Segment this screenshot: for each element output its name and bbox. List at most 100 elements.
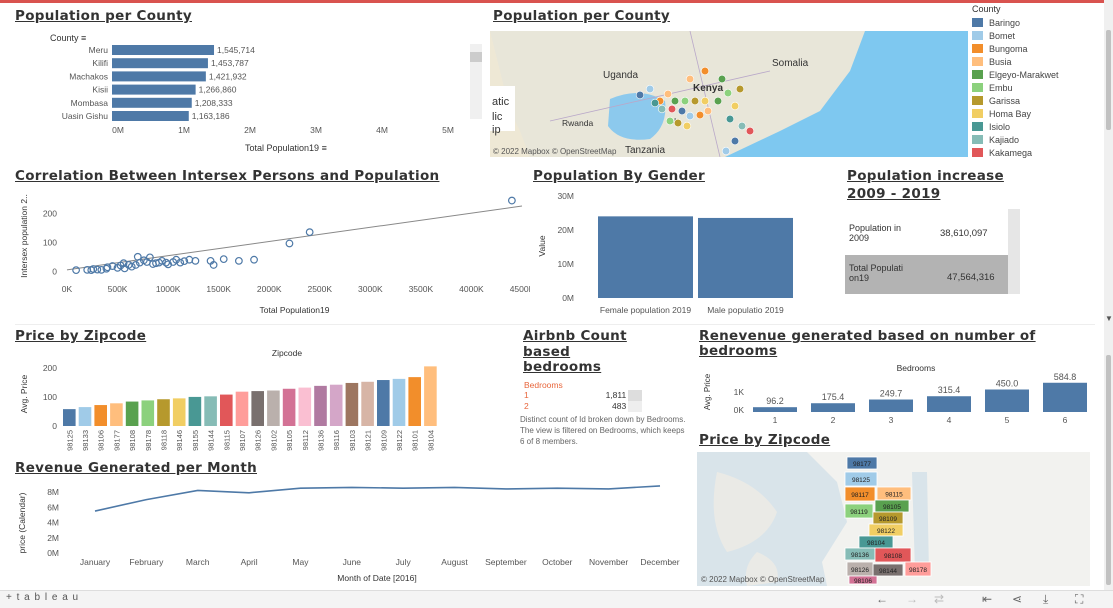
bed-bar[interactable] [985,389,1029,413]
revenue-line[interactable] [94,485,661,512]
zip-bar[interactable] [361,381,374,426]
legend-item[interactable]: Busia [972,55,1097,68]
zip-bar[interactable] [251,391,264,426]
scrollbar-thumb[interactable] [1106,30,1111,130]
county-dot[interactable] [703,106,713,116]
gender-bar[interactable] [598,216,693,298]
scatter-point[interactable] [305,228,314,237]
legend-item[interactable]: Bomet [972,29,1097,42]
scatter-point[interactable] [131,261,140,269]
download-icon[interactable]: ⤓ [1043,592,1049,606]
vertical-scrollbar[interactable] [1104,0,1113,590]
zip-region[interactable] [904,561,932,577]
zip-bar[interactable] [188,396,202,426]
zip-region[interactable] [848,575,878,585]
legend-item[interactable]: Kajiado [972,133,1097,146]
scatter-point[interactable] [250,255,258,264]
zip-region[interactable] [844,471,878,487]
zip-region[interactable] [874,547,912,563]
scatter-point[interactable] [93,265,102,274]
legend-item[interactable]: Bungoma [972,42,1097,55]
county-dot[interactable] [735,84,745,94]
county-dot[interactable] [721,146,731,156]
zip-bar[interactable] [157,399,170,426]
scatter-point[interactable] [285,239,294,248]
county-dots[interactable] [635,66,755,156]
zip-region[interactable] [846,456,878,470]
gender-bar[interactable] [698,217,793,298]
pop-bar[interactable] [112,58,208,69]
zip-bar[interactable] [94,405,107,426]
pop-bar[interactable] [112,97,192,108]
seattle-map[interactable]: 98177 98125 98117 98115 98105 98119 98109 98122… [697,452,1090,586]
pop-bar-scrollbar[interactable] [470,44,482,119]
redo-icon[interactable]: → [906,592,918,606]
legend-item[interactable]: Garissa [972,94,1097,107]
county-dot[interactable] [713,96,723,106]
county-dot[interactable] [745,126,755,136]
county-dot[interactable] [673,118,683,128]
scatter-point[interactable] [89,265,98,273]
county-dot[interactable] [717,74,727,84]
scatter-point[interactable] [127,262,136,271]
county-dot[interactable] [650,98,660,108]
county-dot[interactable] [667,104,677,114]
county-dot[interactable] [665,116,675,126]
zip-bar[interactable] [235,391,249,426]
county-dot[interactable] [700,66,710,76]
scroll-down-icon[interactable]: ▼ [1105,314,1113,323]
reset-icon[interactable]: ⇤ [982,592,993,606]
kenya-map[interactable]: Uganda Kenya Somalia atic lic ip Rwanda … [490,31,968,157]
bed-bar[interactable] [927,396,971,412]
zip-bar[interactable] [329,384,343,426]
county-dot[interactable] [730,101,740,111]
legend-item[interactable]: Kakamega [972,146,1097,159]
county-dot[interactable] [695,110,705,120]
legend-item[interactable]: Elgeyo-Marakwet [972,68,1097,81]
scatter-point[interactable] [176,258,185,267]
scatter-point[interactable] [103,263,112,272]
scatter-point[interactable] [119,259,128,268]
county-dot[interactable] [682,121,692,131]
zip-region[interactable] [844,486,876,502]
zip-bar[interactable] [282,388,296,426]
scatter-point[interactable] [180,257,189,266]
legend-item[interactable]: Homa Bay [972,107,1097,120]
pop-bar-xlabel[interactable]: Total Population19 ≡ [245,143,327,153]
county-dot[interactable] [730,136,740,146]
scrollbar-thumb-2[interactable] [1106,355,1111,585]
zip-bar[interactable] [220,394,233,426]
county-dot[interactable] [737,121,747,131]
zip-bar[interactable] [267,390,280,426]
airbnb-row[interactable]: 1 1,811 [520,390,642,401]
scatter-point[interactable] [72,266,80,275]
legend-item[interactable]: Isiolo [972,120,1097,133]
scatter-point[interactable] [162,258,170,267]
zip-bar[interactable] [204,396,217,426]
county-dot[interactable] [685,111,695,121]
zip-bar[interactable] [172,398,186,426]
legend-item[interactable]: Baringo [972,16,1097,29]
scatter-point[interactable] [146,253,154,262]
zip-region[interactable] [844,503,874,519]
zip-bar[interactable] [408,377,421,426]
county-dot[interactable] [723,88,733,98]
zip-bar[interactable] [298,387,312,426]
zip-bar[interactable] [110,403,123,426]
sort-icon[interactable]: ≡ [81,33,87,43]
county-dot[interactable] [645,84,655,94]
zip-bar[interactable] [63,409,76,426]
pop-bar[interactable] [112,71,206,82]
zip-bar[interactable] [345,382,359,426]
zip-bar[interactable] [141,400,155,426]
increase-scrollbar[interactable] [1008,209,1020,294]
zip-bar[interactable] [377,380,390,426]
county-dot[interactable] [700,96,710,106]
undo-icon[interactable]: ← [876,592,888,606]
airbnb-row[interactable]: 2 483 [520,401,642,412]
zip-bar[interactable] [424,366,437,426]
pop-bar[interactable] [112,84,196,95]
bed-bar[interactable] [1043,382,1087,412]
scatter-point[interactable] [234,256,243,265]
bed-bar[interactable] [753,407,797,412]
